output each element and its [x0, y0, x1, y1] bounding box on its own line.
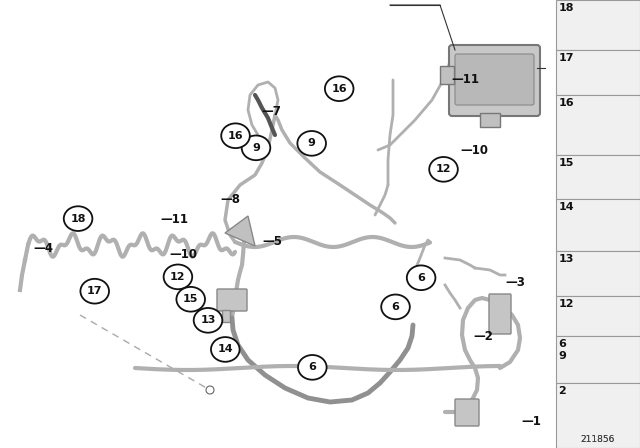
Text: 13: 13	[559, 254, 574, 264]
Text: 9: 9	[252, 143, 260, 153]
Text: 16: 16	[332, 84, 347, 94]
Ellipse shape	[429, 157, 458, 182]
Ellipse shape	[298, 131, 326, 156]
Text: 16: 16	[559, 98, 574, 108]
Text: 6: 6	[417, 273, 425, 283]
FancyBboxPatch shape	[449, 45, 540, 116]
FancyBboxPatch shape	[489, 294, 511, 334]
Text: —7: —7	[261, 104, 281, 118]
Text: 6: 6	[308, 362, 316, 372]
Text: 17: 17	[87, 286, 102, 296]
Ellipse shape	[221, 123, 250, 148]
Text: 13: 13	[200, 315, 216, 325]
Text: 6
9: 6 9	[559, 339, 566, 361]
FancyBboxPatch shape	[455, 54, 534, 105]
Bar	[222, 310, 230, 322]
Ellipse shape	[64, 206, 92, 231]
Text: 2: 2	[559, 386, 566, 396]
Text: 9: 9	[308, 138, 316, 148]
FancyBboxPatch shape	[455, 399, 479, 426]
Bar	[556, 0, 640, 50]
Ellipse shape	[164, 264, 192, 289]
Text: 16: 16	[228, 131, 243, 141]
Ellipse shape	[81, 279, 109, 304]
Text: 12: 12	[170, 272, 186, 282]
Text: 211856: 211856	[580, 435, 615, 444]
Ellipse shape	[298, 355, 326, 380]
Text: —2: —2	[474, 329, 493, 343]
Text: —10: —10	[461, 143, 489, 157]
Text: —3: —3	[506, 276, 525, 289]
Bar	[556, 199, 640, 251]
Circle shape	[206, 386, 214, 394]
Ellipse shape	[177, 287, 205, 312]
Text: 12: 12	[436, 164, 451, 174]
Text: 14: 14	[559, 202, 574, 212]
Ellipse shape	[407, 265, 435, 290]
Text: —11: —11	[160, 213, 188, 226]
Text: 12: 12	[559, 299, 574, 309]
Text: 18: 18	[559, 3, 574, 13]
Text: 17: 17	[559, 53, 574, 63]
Text: 15: 15	[183, 294, 198, 304]
Bar	[556, 50, 640, 95]
Text: —5: —5	[262, 235, 282, 249]
Text: 211856: 211856	[580, 435, 615, 444]
FancyBboxPatch shape	[217, 289, 247, 311]
Text: —8: —8	[221, 193, 241, 206]
Ellipse shape	[211, 337, 239, 362]
Bar	[556, 383, 640, 448]
Text: —1: —1	[522, 414, 541, 428]
Ellipse shape	[325, 76, 353, 101]
Text: 18: 18	[70, 214, 86, 224]
Bar	[440, 66, 454, 84]
Bar	[556, 155, 640, 199]
Ellipse shape	[242, 135, 270, 160]
Bar	[556, 296, 640, 336]
Ellipse shape	[381, 294, 410, 319]
Text: —11: —11	[452, 73, 480, 86]
Polygon shape	[225, 216, 255, 246]
Bar	[480, 113, 500, 127]
Ellipse shape	[194, 308, 222, 333]
Bar	[556, 251, 640, 296]
Text: —4: —4	[33, 242, 53, 255]
Bar	[556, 336, 640, 383]
Bar	[556, 95, 640, 155]
Text: —10: —10	[170, 248, 198, 261]
Text: 6: 6	[392, 302, 399, 312]
Text: 15: 15	[559, 158, 574, 168]
Text: 14: 14	[218, 345, 233, 354]
